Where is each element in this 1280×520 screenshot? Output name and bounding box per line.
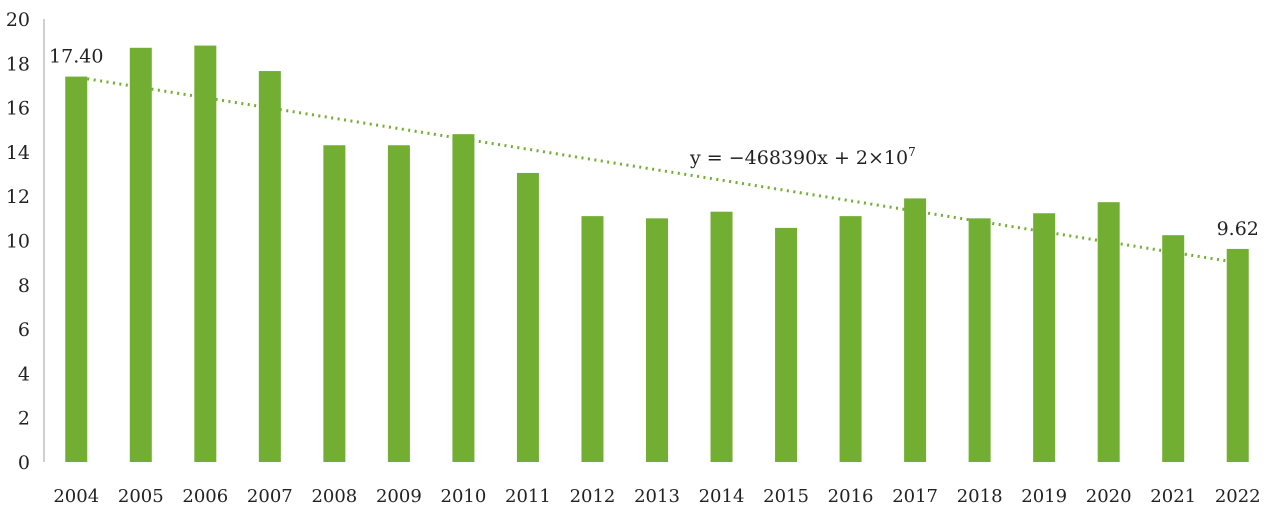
data-labels: 17.40 9.62: [49, 46, 1259, 240]
bar-2011: [516, 172, 539, 462]
bar-2014: [710, 211, 733, 462]
y-axis-ticks: 0 2 4 6 8 10 12 14 16 18 20: [6, 9, 30, 474]
bar-2006: [194, 45, 217, 463]
y-tick-label: 14: [6, 142, 30, 164]
x-tick-label: 2012: [570, 486, 616, 507]
x-tick-label: 2016: [828, 486, 874, 507]
bar-2022: [1226, 248, 1249, 462]
trendline-equation: y = −468390x + 2×107: [689, 145, 916, 169]
bar-2016: [839, 216, 862, 462]
x-tick-label: 2007: [247, 486, 293, 507]
bar-2015: [775, 227, 798, 462]
bar-2019: [1033, 213, 1056, 462]
x-tick-label: 2015: [763, 486, 809, 507]
bar-2021: [1162, 235, 1185, 462]
x-tick-label: 2009: [376, 486, 422, 507]
bar-2017: [904, 198, 927, 463]
x-tick-label: 2004: [53, 486, 99, 507]
trendline-equation-text: y = −468390x + 2×10: [689, 147, 908, 169]
x-tick-label: 2022: [1215, 486, 1261, 507]
x-tick-label: 2005: [118, 486, 164, 507]
x-tick-label: 2014: [699, 486, 745, 507]
trendline-equation-exponent: 7: [908, 145, 916, 159]
bar-2013: [646, 218, 668, 462]
bar-2007: [258, 71, 281, 463]
x-tick-label: 2019: [1021, 486, 1067, 507]
x-axis-ticks: 2004 2005 2006 2007 2008 2009 2010 2011 2012 2013…: [53, 486, 1260, 507]
y-tick-label: 18: [6, 53, 30, 75]
x-tick-label: 2018: [957, 486, 1003, 507]
y-tick-label: 16: [6, 98, 30, 120]
bar-2010: [452, 134, 475, 462]
x-tick-label: 2011: [505, 486, 551, 507]
bar-2004: [65, 76, 88, 462]
bar-2008: [323, 145, 346, 462]
y-tick-label: 6: [18, 319, 30, 341]
y-tick-label: 10: [6, 231, 30, 253]
y-tick-label: 0: [18, 452, 30, 474]
bar-2020: [1097, 202, 1120, 463]
y-tick-label: 2: [18, 408, 30, 430]
x-tick-label: 2006: [182, 486, 228, 507]
bar-2009: [387, 145, 410, 462]
x-tick-label: 2017: [892, 486, 938, 507]
data-label: 9.62: [1217, 218, 1259, 240]
y-tick-label: 20: [6, 9, 30, 31]
x-tick-label: 2013: [634, 486, 680, 507]
x-tick-label: 2010: [441, 486, 487, 507]
x-tick-label: 2020: [1086, 486, 1132, 507]
bar-2005: [129, 47, 152, 463]
bar-2018: [968, 218, 991, 462]
y-tick-label: 8: [18, 275, 30, 297]
x-tick-label: 2008: [311, 486, 357, 507]
bar-2012: [581, 216, 604, 462]
bars: [65, 45, 1249, 463]
x-tick-label: 2021: [1150, 486, 1196, 507]
y-tick-label: 12: [6, 186, 30, 208]
data-label: 17.40: [49, 46, 103, 68]
y-tick-label: 4: [18, 363, 30, 385]
